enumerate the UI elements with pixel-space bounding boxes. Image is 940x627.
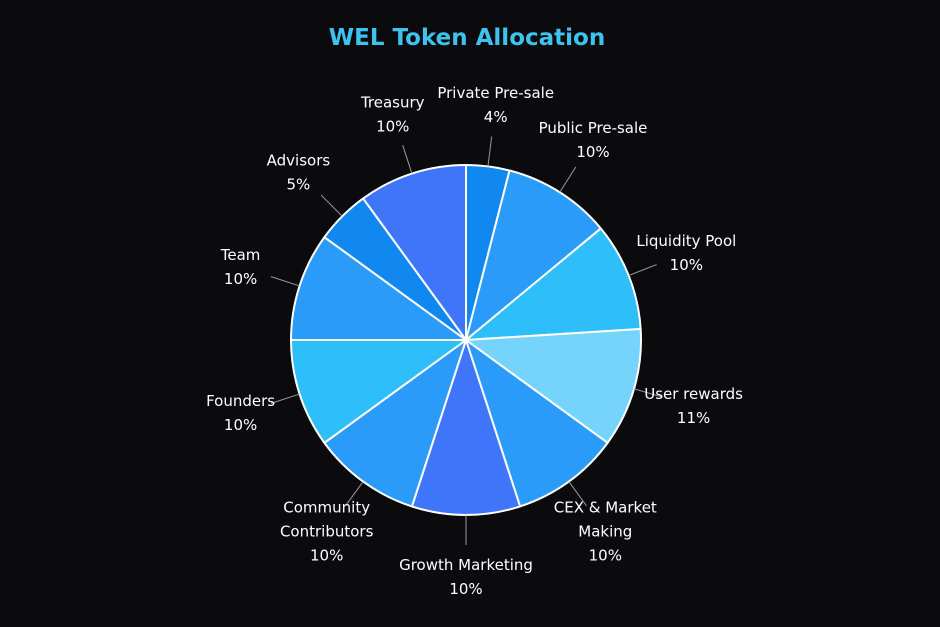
slice-value-advisors: 5% xyxy=(287,175,311,193)
slice-value-cex-market-making: 10% xyxy=(589,547,622,565)
slice-value-treasury: 10% xyxy=(376,118,409,136)
slice-name-advisors: Advisors xyxy=(267,151,331,169)
slice-name-founders: Founders xyxy=(206,392,275,410)
slice-team xyxy=(290,236,467,341)
slice-value-user-rewards: 11% xyxy=(677,409,710,427)
chart-title: WEL Token Allocation xyxy=(329,25,605,51)
slice-labels: Private Pre-sale 4%Public Pre-sale 10%Liqu… xyxy=(206,84,743,598)
leader-line-team xyxy=(270,276,300,287)
slice-label-advisors: Advisors 5% xyxy=(267,151,331,193)
slice-label-founders: Founders 10% xyxy=(206,392,275,434)
slice-label-treasury: Treasury 10% xyxy=(360,94,425,136)
slice-value-public-pre-sale: 10% xyxy=(576,143,609,161)
slice-public-pre-sale xyxy=(465,169,602,341)
slice-value-team: 10% xyxy=(224,270,257,288)
slice-label-cex-market-making: CEX & Market Making 10% xyxy=(554,499,657,565)
slice-name-user-rewards: User rewards xyxy=(644,385,743,403)
leader-line-treasury xyxy=(402,144,413,174)
slice-cex-market-making xyxy=(465,339,609,508)
leader-lines xyxy=(270,136,663,545)
leader-line-private-pre-sale xyxy=(487,136,493,167)
slice-name-cex-market-making: CEX & Market xyxy=(554,499,657,517)
slice-name-team: Team xyxy=(220,246,261,264)
slice-label-growth-marketing: Growth Marketing 10% xyxy=(399,556,533,598)
leader-line-founders xyxy=(270,393,300,404)
slice-value-growth-marketing: 10% xyxy=(449,580,482,598)
slice-treasury xyxy=(362,164,467,341)
slice-founders xyxy=(290,339,467,444)
leader-line-cex-market-making xyxy=(568,481,587,507)
slice-name-growth-marketing: Growth Marketing xyxy=(399,556,533,574)
slice-label-user-rewards: User rewards 11% xyxy=(644,385,743,427)
leader-line-public-pre-sale xyxy=(559,166,577,193)
slice-label-private-pre-sale: Private Pre-sale 4% xyxy=(437,84,554,126)
leader-line-liquidity-pool xyxy=(628,264,657,277)
slice-label-liquidity-pool: Liquidity Pool 10% xyxy=(636,232,736,274)
slice-community-contributors xyxy=(323,339,467,508)
pie-slices xyxy=(290,164,642,516)
slice-name-private-pre-sale: Private Pre-sale xyxy=(437,84,554,102)
slice-label-public-pre-sale: Public Pre-sale 10% xyxy=(539,119,648,161)
slice-name-liquidity-pool: Liquidity Pool xyxy=(636,232,736,250)
leader-line-advisors xyxy=(320,194,343,217)
slice-value-founders: 10% xyxy=(224,416,257,434)
slice-name-cex-market-making: Making xyxy=(578,523,632,541)
slice-name-treasury: Treasury xyxy=(360,94,425,112)
leader-line-community-contributors xyxy=(345,481,364,507)
slice-name-community-contributors: Community xyxy=(283,499,370,517)
slice-label-team: Team 10% xyxy=(220,246,261,288)
slice-name-community-contributors: Contributors xyxy=(280,523,374,541)
slice-value-liquidity-pool: 10% xyxy=(670,256,703,274)
leader-line-user-rewards xyxy=(633,388,663,398)
slice-label-community-contributors: Community Contributors 10% xyxy=(280,499,374,565)
slice-user-rewards xyxy=(465,328,642,444)
slice-value-community-contributors: 10% xyxy=(310,547,343,565)
slice-value-private-pre-sale: 4% xyxy=(484,108,508,126)
slice-name-public-pre-sale: Public Pre-sale xyxy=(539,119,648,137)
